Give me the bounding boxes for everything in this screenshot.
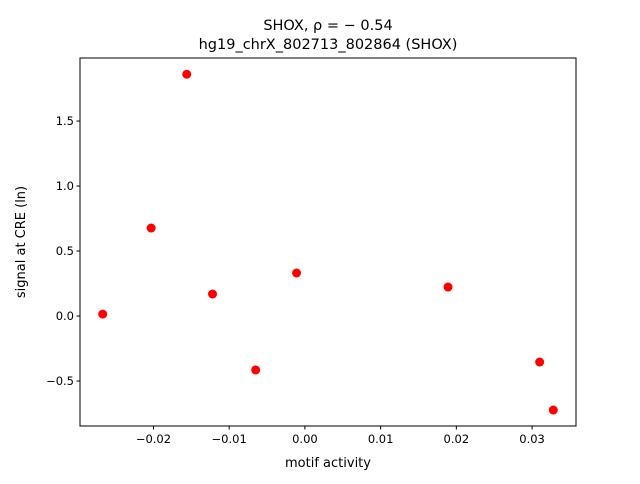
plot-frame	[79, 57, 577, 427]
x-tick-label: −0.02	[136, 432, 171, 446]
x-tick-label: 0.03	[519, 432, 545, 446]
y-tick-label: −0.5	[46, 374, 74, 388]
y-tick-label: 1.5	[56, 114, 74, 128]
data-point	[535, 357, 545, 367]
x-tick-label: −0.01	[212, 432, 247, 446]
data-point	[548, 405, 558, 415]
x-tick-label: 0.02	[444, 432, 470, 446]
x-axis-label: motif activity	[285, 456, 371, 471]
data-point	[98, 309, 108, 319]
x-axis: −0.02 −0.01 0.00 0.01 0.02 0.03	[136, 426, 545, 446]
chart-title-line2: hg19_chrX_802713_802864 (SHOX)	[199, 37, 458, 53]
data-point	[251, 365, 261, 375]
chart-title-line1: SHOX, ρ = − 0.54	[263, 18, 392, 34]
x-tick-label: 0.01	[368, 432, 394, 446]
y-axis: −0.5 0.0 0.5 1.0 1.5	[46, 114, 80, 388]
points-layer	[98, 69, 558, 415]
y-tick-label: 0.5	[56, 244, 74, 258]
y-axis-label: signal at CRE (ln)	[14, 186, 29, 298]
y-tick-label: 0.0	[56, 309, 74, 323]
data-point	[208, 289, 218, 299]
data-point	[146, 223, 156, 233]
y-tick-label: 1.0	[56, 179, 74, 193]
data-point	[182, 69, 192, 79]
data-point	[443, 282, 453, 292]
x-tick-label: 0.00	[292, 432, 318, 446]
data-point	[292, 268, 302, 278]
